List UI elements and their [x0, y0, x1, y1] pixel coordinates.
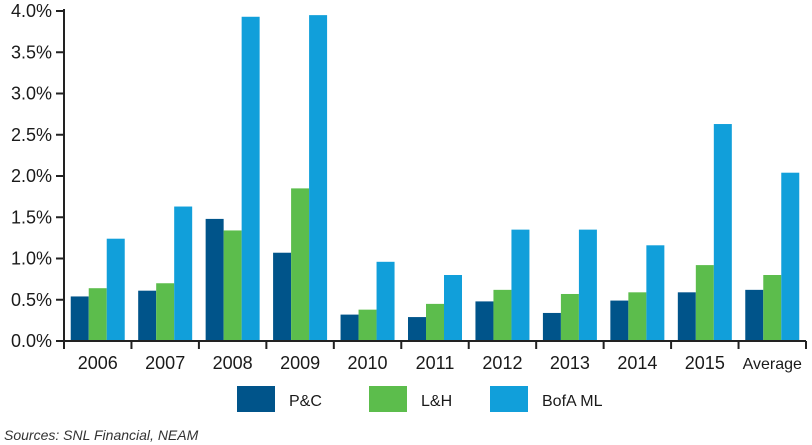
bar-bofa-ml-2014: [646, 245, 665, 341]
bar-p-c-2014: [610, 300, 629, 341]
legend-swatch: [369, 386, 407, 412]
bar-bofa-ml-2015: [713, 124, 732, 341]
bar-l-h-average: [763, 275, 782, 341]
x-tick-label: Average: [743, 356, 802, 373]
legend-item: P&C: [237, 386, 322, 412]
legend-item: L&H: [369, 386, 452, 412]
source-note: Sources: SNL Financial, NEAM: [4, 427, 199, 443]
y-tick-label: 2.5%: [11, 125, 52, 145]
x-tick-label: 2015: [685, 353, 725, 373]
bar-bofa-ml-average: [781, 172, 800, 341]
bar-p-c-2010: [340, 314, 359, 341]
y-tick-label: 1.0%: [11, 249, 52, 269]
y-tick-label: 3.0%: [11, 84, 52, 104]
bars-layer: [70, 15, 800, 342]
x-tick-label: 2009: [280, 353, 320, 373]
legend-swatch: [490, 386, 528, 412]
bar-p-c-2015: [677, 292, 696, 341]
bar-bofa-ml-2010: [376, 261, 395, 341]
bar-l-h-2008: [223, 230, 242, 341]
bar-l-h-2011: [426, 303, 444, 342]
bar-p-c-2007: [138, 290, 157, 341]
legend-swatch: [237, 386, 275, 412]
x-tick-label: 2011: [416, 353, 455, 373]
y-tick-label: 0.0%: [11, 331, 52, 351]
x-tick-layer: 2006 2007 2008 2009 2010 2011 2012 2013 2014 2015…: [63, 341, 807, 373]
bar-l-h-2010: [358, 309, 377, 341]
bar-p-c-2011: [408, 317, 426, 341]
bar-bofa-ml-2011: [444, 275, 462, 341]
bar-bofa-ml-2007: [174, 206, 193, 341]
y-tick-label: 2.0%: [11, 166, 52, 186]
legend-item: BofA ML: [490, 386, 603, 412]
bar-bofa-ml-2013: [578, 229, 597, 342]
x-tick-label: 2007: [145, 353, 185, 373]
x-tick-label: 2012: [482, 353, 522, 373]
bar-l-h-2007: [156, 283, 175, 341]
bar-l-h-2006: [88, 288, 107, 341]
x-tick-label: 2014: [617, 353, 657, 373]
bar-l-h-2015: [695, 265, 714, 341]
x-tick-label: 2006: [78, 353, 118, 373]
x-tick-label: 2008: [213, 353, 253, 373]
bar-bofa-ml-2006: [106, 238, 125, 341]
bar-p-c-2013: [542, 312, 561, 341]
y-tick-label: 3.5%: [11, 42, 52, 62]
bar-l-h-2009: [291, 188, 310, 342]
legend-label: L&H: [421, 393, 452, 410]
bar-p-c-2009: [273, 252, 292, 341]
bar-l-h-2014: [628, 292, 647, 341]
bar-p-c-average: [745, 289, 764, 341]
y-tick-label: 0.5%: [11, 290, 52, 310]
y-tick-label: 1.5%: [11, 207, 52, 227]
bar-bofa-ml-2009: [309, 15, 328, 342]
bar-bofa-ml-2012: [511, 229, 530, 342]
bar-l-h-2012: [493, 289, 512, 341]
bar-p-c-2008: [205, 218, 224, 341]
bar-bofa-ml-2008: [241, 16, 260, 342]
legend-label: BofA ML: [542, 393, 603, 410]
y-tick-layer: 0.0% 0.5% 1.0% 1.5% 2.0% 2.5% 3.0% 3.5% 4.0%: [11, 1, 64, 351]
bar-l-h-2013: [560, 293, 579, 341]
bar-p-c-2012: [475, 301, 494, 341]
legend: P&C L&H BofA ML: [237, 386, 603, 412]
x-tick-label: 2013: [550, 353, 590, 373]
x-tick-label: 2010: [348, 353, 388, 373]
legend-label: P&C: [289, 393, 322, 410]
bar-p-c-2006: [70, 296, 89, 341]
y-tick-label: 4.0%: [11, 1, 52, 21]
